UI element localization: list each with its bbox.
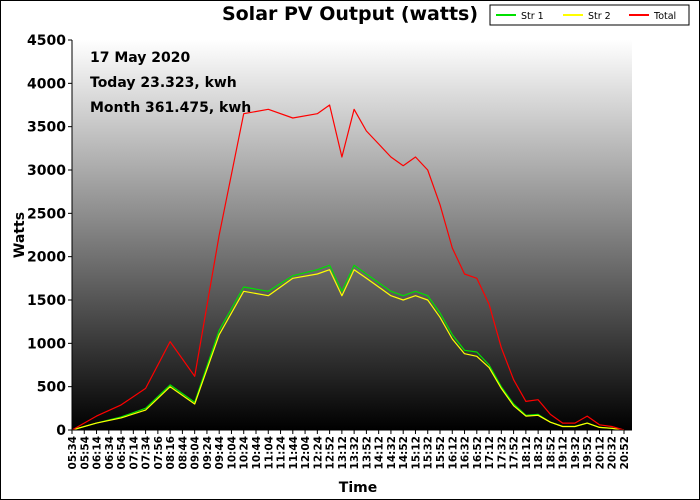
annotation-date: 17 May 2020 xyxy=(90,50,191,66)
y-tick-label: 1000 xyxy=(27,336,66,352)
y-tick-label: 500 xyxy=(37,380,66,396)
plot-area xyxy=(72,40,632,430)
legend-label-str1: Str 1 xyxy=(521,11,544,22)
y-axis-label: Watts xyxy=(12,212,28,258)
y-axis-ticks: 0 500 1000 1500 2000 2500 3000 3500 4000 4500 xyxy=(27,33,72,439)
y-tick-label: 4000 xyxy=(27,76,66,92)
x-tick-label: 16:12 xyxy=(447,436,459,469)
x-tick-label: 13:32 xyxy=(349,436,361,469)
y-tick-label: 3000 xyxy=(27,163,66,179)
y-tick-label: 2000 xyxy=(27,250,66,266)
x-tick-label: 08:16 xyxy=(165,436,177,469)
x-tick-label: 20:12 xyxy=(594,436,606,469)
annotation-today: Today 23.323, kwh xyxy=(90,75,237,91)
x-tick-label: 10:24 xyxy=(239,436,251,469)
x-tick-label: 14:32 xyxy=(386,436,398,469)
x-tick-label: 20:52 xyxy=(619,436,631,469)
x-tick-label: 19:32 xyxy=(570,436,582,469)
x-tick-label: 12:52 xyxy=(325,436,337,469)
x-tick-label: 17:32 xyxy=(496,436,508,469)
x-tick-label: 11:24 xyxy=(276,436,288,469)
y-tick-label: 3500 xyxy=(27,120,66,136)
x-tick-label: 07:34 xyxy=(141,436,153,469)
x-tick-label: 16:52 xyxy=(472,436,484,469)
x-tick-label: 18:52 xyxy=(545,436,557,469)
x-tick-label: 15:52 xyxy=(435,436,447,469)
x-tick-label: 06:14 xyxy=(92,436,104,469)
x-tick-label: 13:12 xyxy=(337,436,349,469)
x-tick-label: 17:12 xyxy=(484,436,496,469)
x-tick-label: 10:44 xyxy=(251,436,263,469)
y-tick-label: 2500 xyxy=(27,206,66,222)
x-tick-label: 09:24 xyxy=(202,436,214,469)
x-tick-label: 14:52 xyxy=(398,436,410,469)
x-tick-label: 10:04 xyxy=(226,436,238,469)
series-lines xyxy=(71,104,625,431)
x-tick-label: 11:04 xyxy=(263,436,275,469)
x-tick-label: 16:32 xyxy=(460,436,472,469)
x-tick-label: 09:04 xyxy=(190,436,202,469)
x-tick-label: 13:52 xyxy=(361,436,373,469)
x-tick-label: 15:32 xyxy=(423,436,435,469)
y-tick-label: 1500 xyxy=(27,293,66,309)
x-axis-ticks: 05:34 05:54 06:14 06:34 06:54 07:14 07:34 07:56… xyxy=(67,430,631,469)
legend-box xyxy=(489,4,690,26)
x-tick-label: 07:56 xyxy=(153,436,165,469)
x-tick-label: 15:12 xyxy=(410,436,422,469)
series-line-str2 xyxy=(71,269,625,431)
x-tick-label: 19:12 xyxy=(558,436,570,469)
x-tick-label: 12:24 xyxy=(312,436,324,469)
y-tick-label: 4500 xyxy=(27,33,66,49)
legend: Str 1 Str 2 Total xyxy=(489,4,690,26)
x-tick-label: 14:12 xyxy=(374,436,386,469)
x-tick-label: 05:54 xyxy=(79,436,91,469)
y-tick-label: 0 xyxy=(56,423,66,439)
series-line-total xyxy=(71,104,625,431)
x-tick-label: 07:14 xyxy=(128,436,140,469)
x-tick-label: 11:44 xyxy=(288,436,300,469)
x-axis-label: Time xyxy=(339,480,377,496)
x-tick-label: 06:54 xyxy=(116,436,128,469)
legend-label-total: Total xyxy=(653,11,676,22)
legend-label-str2: Str 2 xyxy=(588,11,611,22)
x-tick-label: 20:32 xyxy=(607,436,619,469)
chart-title: Solar PV Output (watts) xyxy=(222,3,478,25)
annotation-month: Month 361.475, kwh xyxy=(90,100,251,116)
x-tick-label: 06:34 xyxy=(104,436,116,469)
x-tick-label: 12:04 xyxy=(300,436,312,469)
x-tick-label: 19:52 xyxy=(582,436,594,469)
x-tick-label: 18:32 xyxy=(533,436,545,469)
x-tick-label: 17:52 xyxy=(509,436,521,469)
x-tick-label: 09:44 xyxy=(214,436,226,469)
x-tick-label: 08:44 xyxy=(177,436,189,469)
x-tick-label: 18:12 xyxy=(521,436,533,469)
x-tick-label: 05:34 xyxy=(67,436,79,469)
